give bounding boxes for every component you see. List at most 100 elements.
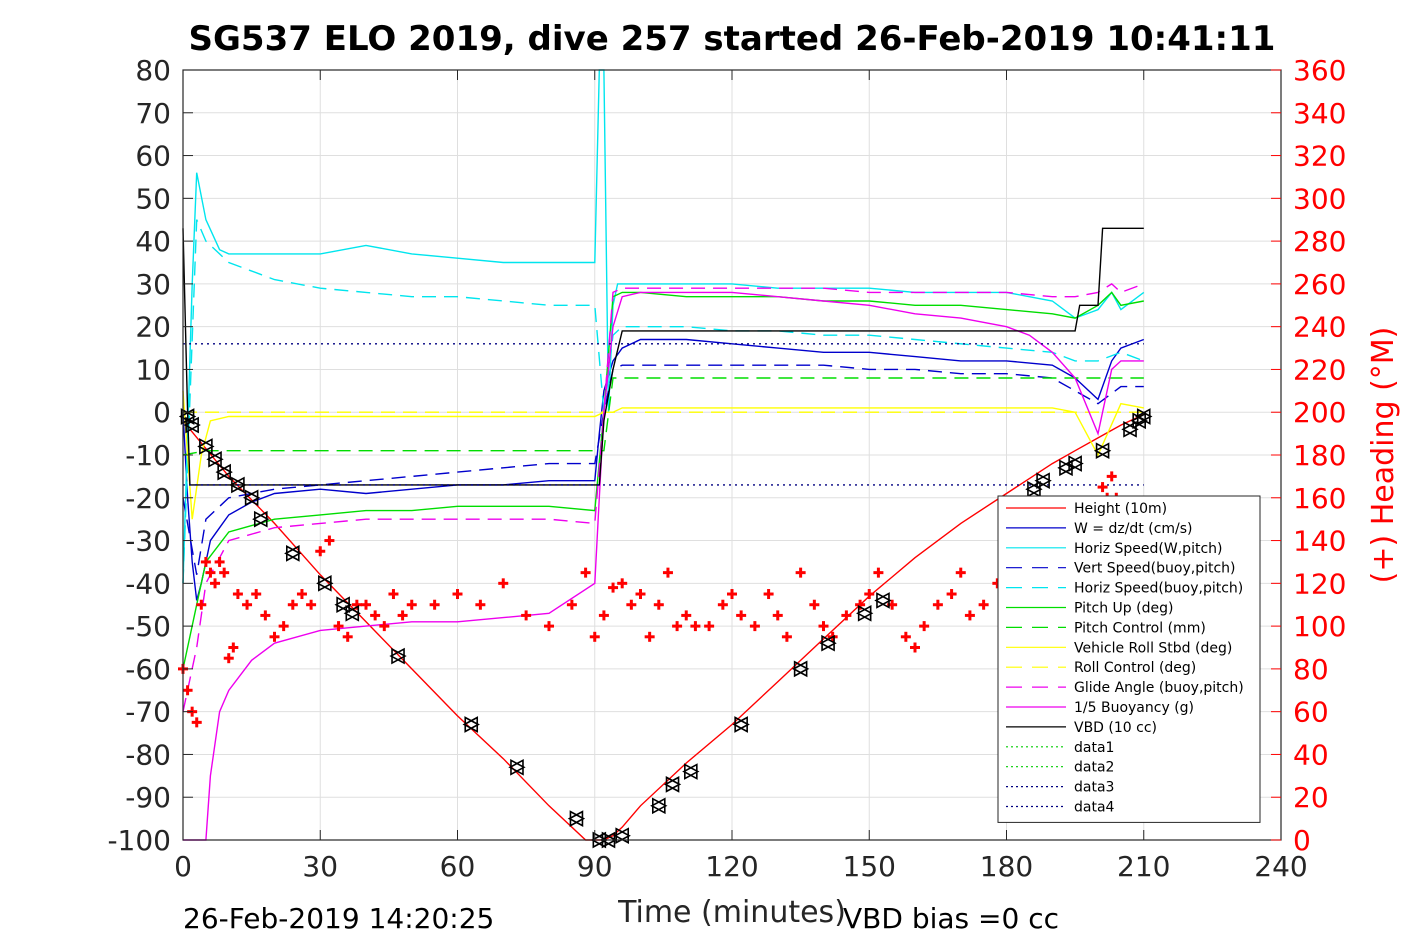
depth-marker-right bbox=[231, 476, 247, 494]
depth-marker bbox=[791, 660, 810, 678]
heading-point bbox=[406, 599, 417, 610]
heading-point bbox=[205, 567, 216, 578]
series-line-1 bbox=[182, 338, 1145, 601]
y2-tick-label: 320 bbox=[1293, 140, 1346, 173]
x-tick-label: 180 bbox=[980, 850, 1033, 883]
heading-point bbox=[191, 717, 202, 728]
depth-marker bbox=[1093, 442, 1112, 460]
heading-point bbox=[818, 621, 829, 632]
x-tick-label: 240 bbox=[1254, 850, 1307, 883]
depth-marker bbox=[732, 716, 750, 733]
legend-label: Vehicle Roll Stbd (deg) bbox=[1074, 640, 1232, 656]
heading-point bbox=[772, 610, 783, 621]
y-tick-label: 0 bbox=[153, 396, 171, 429]
heading-point bbox=[598, 610, 609, 621]
heading-point bbox=[763, 589, 774, 600]
x-tick-label: 60 bbox=[440, 850, 476, 883]
x-tick-label: 90 bbox=[577, 850, 613, 883]
heading-point bbox=[580, 567, 591, 578]
heading-point bbox=[287, 599, 298, 610]
depth-marker bbox=[508, 758, 526, 776]
heading-point bbox=[388, 589, 399, 600]
y-tick-label: -30 bbox=[125, 525, 171, 558]
heading-point bbox=[251, 589, 262, 600]
heading-point bbox=[626, 599, 637, 610]
y-tick-label: 60 bbox=[135, 140, 171, 173]
series-line-0 bbox=[182, 413, 1145, 841]
depth-marker-right bbox=[1123, 420, 1139, 438]
y-tick-label: 30 bbox=[135, 268, 171, 301]
y-tick-label: -50 bbox=[125, 610, 171, 643]
y2-tick-label: 180 bbox=[1293, 439, 1346, 472]
y2-tick-label: 200 bbox=[1293, 396, 1346, 429]
heading-point bbox=[978, 599, 989, 610]
legend-label: data4 bbox=[1074, 800, 1115, 816]
heading-point bbox=[964, 610, 975, 621]
series-line-4 bbox=[182, 219, 1145, 584]
y2-tick-label: 120 bbox=[1293, 567, 1346, 600]
legend-label: data2 bbox=[1074, 760, 1114, 776]
depth-marker bbox=[1034, 472, 1052, 490]
depth-marker bbox=[215, 463, 233, 481]
heading-point bbox=[727, 589, 737, 600]
depth-marker-right bbox=[1095, 442, 1112, 460]
depth-marker-right bbox=[199, 438, 215, 455]
heading-point bbox=[315, 546, 326, 557]
legend-label: Vert Speed(buoy,pitch) bbox=[1074, 561, 1236, 577]
heading-point bbox=[452, 589, 463, 600]
depth-marker-right bbox=[336, 596, 352, 614]
depth-marker-right bbox=[651, 797, 668, 815]
depth-marker bbox=[229, 476, 247, 494]
y2-tick-label: 60 bbox=[1293, 696, 1329, 729]
heading-point bbox=[919, 621, 930, 632]
depth-marker-right bbox=[665, 776, 682, 793]
heading-point bbox=[672, 621, 683, 632]
heading-point bbox=[809, 599, 820, 610]
depth-marker-right bbox=[569, 810, 586, 827]
heading-point bbox=[841, 610, 852, 621]
y2-tick-label: 20 bbox=[1293, 781, 1329, 814]
heading-point bbox=[296, 589, 307, 600]
heading-point bbox=[653, 599, 664, 610]
heading-point bbox=[182, 685, 193, 696]
heading-point bbox=[214, 556, 225, 567]
heading-point bbox=[223, 653, 234, 664]
heading-point bbox=[864, 589, 875, 600]
depth-marker-right bbox=[391, 647, 407, 665]
legend-label: Pitch Control (mm) bbox=[1074, 620, 1206, 636]
heading-point bbox=[429, 599, 440, 610]
heading-point bbox=[498, 578, 509, 589]
x-tick-label: 0 bbox=[174, 850, 192, 883]
depth-marker-right bbox=[244, 489, 261, 507]
heading-point bbox=[690, 621, 701, 632]
depth-marker bbox=[1135, 408, 1153, 425]
legend-label: data3 bbox=[1074, 780, 1114, 796]
heading-point bbox=[196, 599, 207, 610]
y2-tick-label: 240 bbox=[1293, 311, 1346, 344]
depth-marker-right bbox=[615, 827, 631, 845]
y-tick-label: 10 bbox=[135, 353, 171, 386]
heading-point bbox=[210, 578, 221, 589]
y-tick-label: -60 bbox=[125, 653, 171, 686]
y-tick-label: 50 bbox=[135, 182, 171, 215]
heading-point bbox=[333, 621, 344, 632]
depth-marker-right bbox=[876, 592, 892, 609]
heading-point bbox=[242, 599, 253, 610]
heading-point bbox=[342, 631, 353, 642]
y-tick-label: 40 bbox=[135, 225, 171, 258]
legend-label: W = dz/dt (cm/s) bbox=[1074, 521, 1193, 537]
heading-point bbox=[200, 556, 211, 567]
depth-marker-right bbox=[821, 634, 837, 652]
heading-point bbox=[910, 642, 920, 653]
heading-point bbox=[228, 642, 239, 653]
depth-marker bbox=[284, 545, 302, 562]
depth-marker bbox=[874, 592, 892, 609]
y2-tick-label: 260 bbox=[1293, 268, 1346, 301]
legend-label: Roll Control (deg) bbox=[1074, 660, 1196, 676]
legend-label: 1/5 Buoyancy (g) bbox=[1074, 700, 1194, 716]
legend: Height (10m) W = dz/dt (cm/s) Horiz Speed(… bbox=[997, 495, 1261, 823]
depth-marker-right bbox=[185, 416, 201, 434]
depth-marker-right bbox=[217, 463, 233, 481]
depth-marker-right bbox=[734, 716, 750, 733]
legend-box bbox=[997, 495, 1261, 823]
